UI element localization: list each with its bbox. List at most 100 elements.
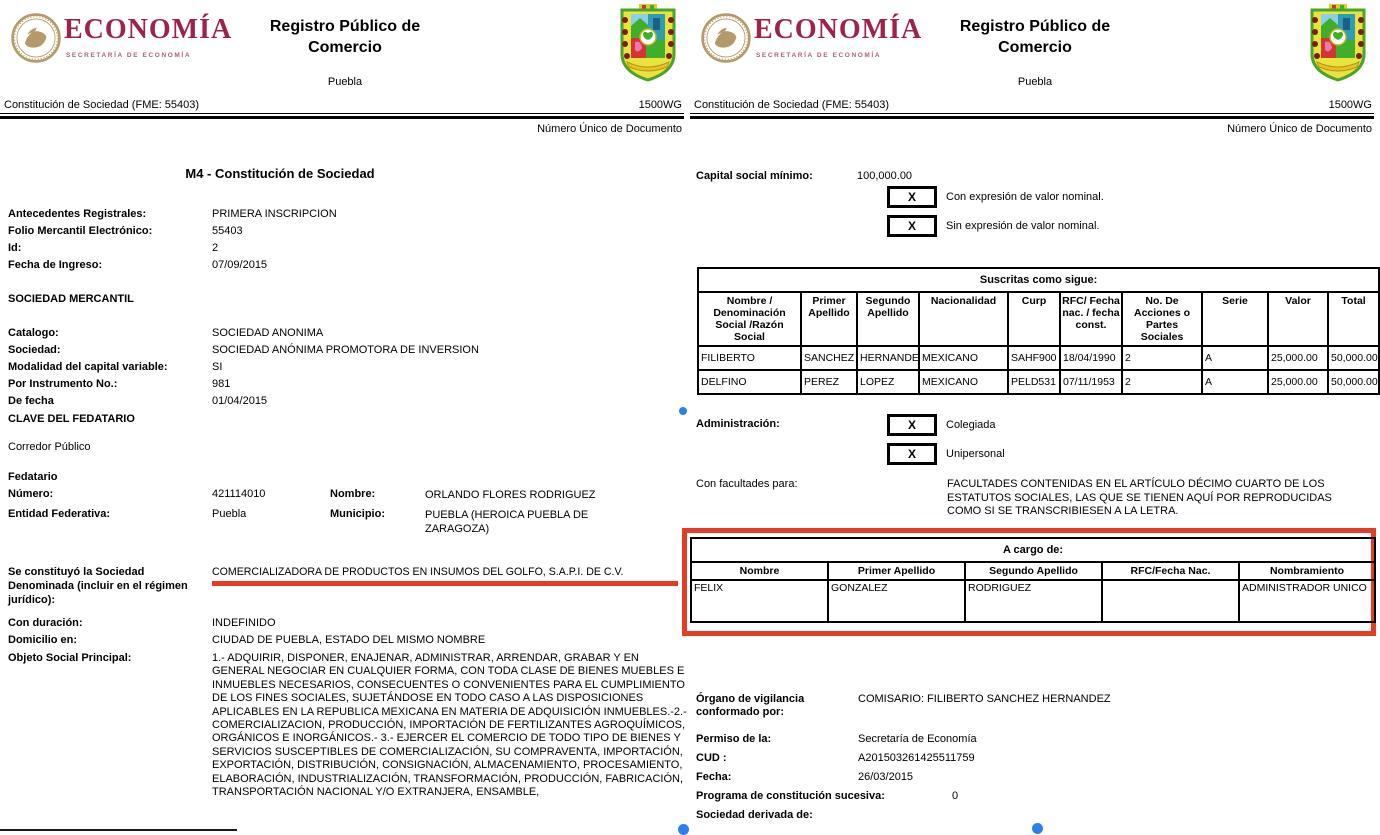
header-rule-thin [0,113,684,114]
field-value: PUEBLA (HEROICA PUEBLA DE ZARAGOZA) [425,509,589,535]
field-value: COMISARIO: FILIBERTO SANCHEZ HERNANDEZ [858,693,1111,705]
field-value: SOCIEDAD ANONIMA [212,327,324,339]
fedatario-block: Número: 421114010 Nombre: ORLANDO FLORES… [0,488,690,542]
field-label: Órgano de vigilancia conformado por: [696,693,805,718]
column-header: Primer Apellido [800,291,858,347]
header-rule-thin [690,113,1374,114]
suscritas-table: Suscritas como sigue: Nombre / Denominac… [696,267,1380,395]
table-cell: ADMINISTRADOR UNICO [1237,579,1377,623]
table-cell: FELIX [690,579,829,623]
field-row: Sociedad derivada de: [696,809,1376,822]
form-title: M4 - Constitución de Sociedad [185,166,375,181]
annotation-dot [679,407,687,415]
column-header: Nombramiento [1237,561,1377,581]
field-row: Catalogo: SOCIEDAD ANONIMA [0,327,690,340]
table-cell: A [1201,345,1269,371]
field-row: Con duración: INDEFINIDO [0,617,690,630]
doc-code: 1500WG [638,99,682,111]
cargo-title: A cargo de: [689,537,1377,563]
field-value: 421114010 [212,488,266,500]
table-cell: 25,000.00 [1267,369,1329,395]
sociedad-fields: Catalogo: SOCIEDAD ANONIMA Sociedad: SOC… [0,327,690,412]
field-label: Domicilio en: [8,634,78,646]
column-header: Valor [1267,291,1329,347]
registry-title: Registro Público de Comercio [269,18,421,56]
field-label: Por Instrumento No.: [8,378,118,390]
field-label: Fecha: [696,771,732,783]
field-value: 2 [212,242,219,254]
field-value: 01/04/2015 [212,395,268,407]
field-row: Folio Mercantil Electrónico: 55403 [0,225,690,238]
column-header: RFC/Fecha Nac. [1101,561,1240,581]
field-label: Catalogo: [8,327,59,339]
field-value: SI [212,361,223,373]
checkbox-label: Con expresión de valor nominal. [946,191,1104,203]
field-row: Órgano de vigilancia conformado por: COM… [696,693,1376,719]
field-value: 55403 [212,225,243,237]
table-cell: RODRIGUEZ [964,579,1103,623]
column-header: Nacionalidad [918,291,1009,347]
field-label: De fecha [8,395,54,407]
field-label: Sociedad derivada de: [696,809,813,821]
checkbox-sin-valor-nominal: X [887,215,937,237]
table-cell: MEXICANO [918,345,1009,371]
admin-label: Administración: [696,418,780,430]
suscritas-title: Suscritas como sigue: [696,267,1380,293]
doc-number-label: Número Único de Documento [537,123,682,135]
column-header: Primer Apellido [827,561,966,581]
objeto-value: 1.- ADQUIRIR, DISPONER, ENAJENAR, ADMINI… [212,652,687,799]
checkbox-mark: X [907,190,916,204]
capital-label: Capital social mínimo: [696,170,813,182]
corredor-publico: Corredor Público [8,441,91,453]
checkbox-mark: X [907,447,916,461]
objeto-label: Objeto Social Principal: [8,652,132,664]
field-label: Número: [8,488,54,500]
header-rule-thick [0,116,684,119]
checkbox-mark: X [907,219,916,233]
state-name: Puebla [1017,76,1053,88]
field-label: Fecha de Ingreso: [8,259,103,271]
checkbox-row: X Con expresión de valor nominal. [887,186,1104,208]
field-row: Modalidad del capital variable: SI [0,361,690,374]
checkbox-label: Sin expresión de valor nominal. [946,220,1100,232]
section-sociedad-mercantil: SOCIEDAD MERCANTIL [8,293,134,305]
field-label: Folio Mercantil Electrónico: [8,225,153,237]
field-value: CIUDAD DE PUEBLA, ESTADO DEL MISMO NOMBR… [212,634,486,646]
cargo-highlight-box: A cargo de: Nombre Primer Apellido Segun… [682,528,1377,636]
table-cell: A [1201,369,1269,395]
checkbox-row: X Sin expresión de valor nominal. [887,215,1104,237]
field-label: CUD : [696,752,727,764]
field-row: Permiso de la: Secretaría de Economía [696,733,1376,746]
field-row: CUD : A201503261425511759 [696,752,1376,765]
checkbox-colegiada: X [887,414,937,436]
field-label: Sociedad: [8,344,61,356]
table-row: DELFINO PEREZ LOPEZ MEXICANO PELD531 07/… [697,369,1380,395]
mexico-eagle-seal-icon [11,13,61,63]
checkbox-mark: X [907,418,916,432]
doc-number-label: Número Único de Documento [1227,123,1372,135]
header-rule-thick [690,116,1374,119]
field-value: 0 [952,790,959,802]
field-label: Antecedentes Registrales: [8,208,147,220]
checkbox-row: X Unipersonal [887,443,1005,465]
table-cell: DELFINO [697,369,802,395]
field-value: Puebla [212,508,247,520]
field-label: Permiso de la: [696,733,772,745]
column-header: Nombre [690,561,829,581]
bottom-edge-line [0,829,237,831]
table-cell [1101,579,1240,623]
section-clave-fedatario: CLAVE DEL FEDATARIO [8,413,135,425]
field-value: SOCIEDAD ANÓNIMA PROMOTORA DE INVERSION [212,344,479,356]
field-row: Programa de constitución sucesiva: 0 [696,790,1376,803]
table-cell: 2 [1121,345,1203,371]
document-page-right: ECONOMÍA SECRETARÍA DE ECONOMÍA Registro… [682,0,1380,834]
table-cell: PEREZ [800,369,858,395]
field-label: Programa de constitución sucesiva: [696,790,885,802]
fedatario-row: Entidad Federativa: Puebla Municipio: PU… [0,508,690,536]
duracion-domicilio-block: Con duración: INDEFINIDO Domicilio en: C… [0,617,690,651]
puebla-coat-of-arms-icon [620,4,676,82]
economia-logo: ECONOMÍA [64,14,233,45]
cargo-table: A cargo de: Nombre Primer Apellido Segun… [689,537,1377,623]
field-value: PRIMERA INSCRIPCION [212,208,337,220]
table-cell: 18/04/1990 [1059,345,1123,371]
